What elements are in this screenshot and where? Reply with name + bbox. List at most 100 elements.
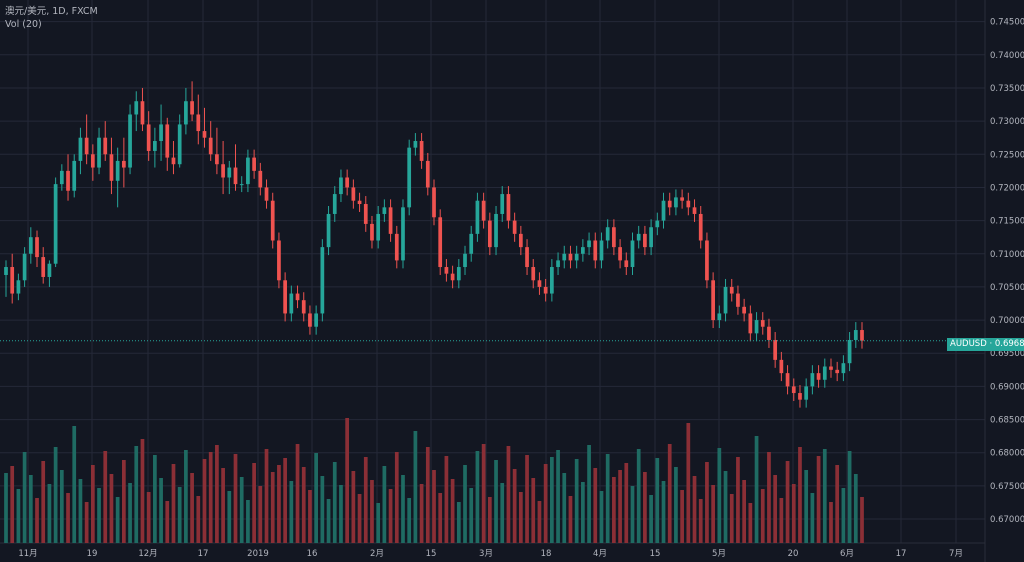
y-tick-label: 0.70500 [990,283,1024,293]
candle-body [215,154,219,165]
candle-body [841,363,846,374]
candle-body [630,240,635,268]
volume-bar [469,488,474,543]
volume-bar [773,475,778,543]
candle-body [512,220,517,234]
volume-bar [289,481,294,543]
volume-bar [612,477,616,543]
candle-body [258,170,263,188]
volume-bar [736,457,740,543]
candle-body [506,194,511,221]
x-tick-label: 4月 [593,549,607,559]
volume-bar [41,461,46,543]
volume-bar [35,498,39,543]
volume-bar [388,489,393,543]
x-tick-label: 15 [426,549,437,559]
volume-bar [549,457,554,543]
candle-body [717,313,722,321]
volume-bar [425,447,430,543]
volume-bar [581,482,585,543]
volume-bar [59,470,64,543]
volume-bar [500,483,505,543]
volume-bar [177,487,182,543]
volume-bar [822,449,827,543]
price-badge-separator: · [989,339,993,349]
volume-bar [810,493,815,543]
volume-bar [16,489,21,543]
volume-bar [121,460,126,543]
candle-body [190,101,194,115]
candle-body [593,240,598,261]
candle-body [177,124,182,165]
candle-body [252,157,256,171]
x-tick-label: 16 [307,549,318,559]
volume-bar [357,494,362,543]
candle-body [816,373,821,380]
volume-bar [587,445,591,543]
x-tick-label: 2019 [247,549,269,559]
volume-bar [196,496,201,543]
volume-bar [537,501,542,543]
volume-legend[interactable]: Vol (20) [5,19,42,30]
volume-bar [97,488,101,543]
symbol-legend[interactable]: 澳元/美元, 1D, FXCM [5,6,98,17]
candle-body [134,101,139,115]
y-tick-label: 0.71500 [990,217,1024,227]
candle-body [487,220,492,248]
x-tick-label: 18 [541,549,552,559]
volume-bar [487,497,492,543]
x-tick-label: 20 [788,549,799,559]
volume-bar [444,456,449,543]
volume-bar [829,502,833,543]
candle-body [202,131,207,138]
volume-bar [543,464,548,543]
candle-body [376,213,381,241]
volume-bar [103,451,108,543]
x-tick-label: 3月 [479,549,493,559]
volume-bar [326,499,331,543]
volume-bar [190,473,194,543]
volume-bar [401,475,405,543]
volume-bar [518,492,523,543]
y-tick-label: 0.73500 [990,84,1024,94]
volume-bar [22,452,27,543]
volume-bar [314,453,319,543]
candle-body [140,101,145,125]
candle-body [736,293,740,307]
volume-bar [115,497,120,543]
volume-bar [798,447,802,543]
y-tick-label: 0.71000 [990,250,1024,260]
x-tick-label: 15 [650,549,661,559]
volume-bar [760,489,765,543]
volume-bar [134,446,139,543]
x-tick-label: 12月 [138,549,157,559]
volume-bar [667,444,672,543]
volume-bar [624,463,629,543]
candle-body [698,213,703,241]
volume-bar [10,466,15,543]
volume-bar [171,464,176,543]
candle-body [146,124,151,151]
candle-body [413,141,418,148]
candle-body [90,154,95,168]
candle-body [22,253,27,281]
volume-bar [636,449,641,543]
candle-body [196,114,201,132]
volume-bar [90,465,95,543]
candle-body [128,114,132,168]
volume-bar [78,479,83,543]
volume-bar [779,498,784,543]
candle-body [47,263,52,277]
candle-body [308,313,312,327]
candle-body [227,167,232,178]
volume-bar [370,480,374,543]
volume-bar [705,462,709,543]
volume-bar [841,488,846,543]
y-tick-label: 0.68000 [990,449,1024,459]
candle-body [332,194,337,214]
x-tick-label: 19 [87,549,98,559]
volume-bar [562,473,567,543]
candle-body [295,293,300,301]
